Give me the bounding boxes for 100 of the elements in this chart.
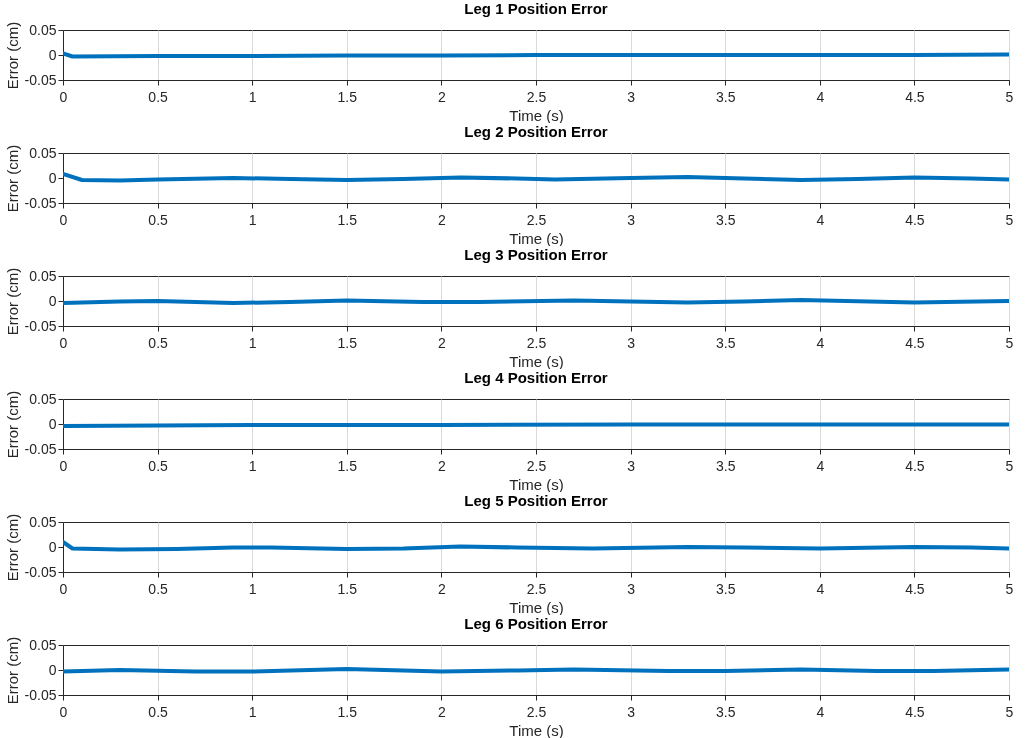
x-axis-title: Time (s) [509, 106, 564, 124]
x-axis-title: Time (s) [509, 352, 564, 370]
x-tick-label: 0 [59, 334, 68, 351]
y-tick-label: 0 [48, 46, 57, 63]
y-tick-label: -0.05 [24, 440, 57, 457]
x-axis-title: Time (s) [509, 721, 564, 738]
x-axis-title: Time (s) [509, 229, 564, 247]
line-series [63, 540, 1009, 552]
x-tick-label: 2.5 [526, 457, 547, 474]
y-tick-label: -0.05 [24, 194, 57, 211]
x-axis-title: Time (s) [509, 598, 564, 616]
y-axis-title: Error (cm) [3, 390, 21, 459]
x-tick-label: 2 [438, 703, 446, 720]
x-tick-label: 4 [816, 334, 825, 351]
chart-title: Leg 2 Position Error [464, 123, 608, 141]
x-tick-label: 1.5 [337, 334, 358, 351]
x-tick-label: 1.5 [337, 703, 358, 720]
x-tick-label: 1 [248, 457, 257, 474]
x-tick-label: 4.5 [905, 703, 925, 720]
y-tick-label: 0.05 [29, 144, 57, 161]
x-tick-label: 0.5 [148, 457, 169, 474]
x-tick-label: 2.5 [526, 211, 547, 228]
x-tick-label: 2.5 [526, 580, 547, 597]
x-tick-label: 2.5 [526, 703, 547, 720]
x-tick-label: 0 [59, 88, 68, 105]
x-tick-label: 1 [248, 334, 257, 351]
y-axis-title: Error (cm) [3, 636, 21, 705]
x-tick-label: 4.5 [905, 211, 925, 228]
y-tick-label: 0.05 [29, 636, 57, 653]
x-tick-label: 3.5 [715, 88, 736, 105]
chart-title: Leg 6 Position Error [464, 615, 608, 633]
y-tick-label: -0.05 [24, 686, 57, 703]
x-tick-label: 4.5 [905, 334, 925, 351]
x-tick-label: 3.5 [715, 457, 736, 474]
x-tick-label: 3 [627, 88, 636, 105]
x-tick-label: 2 [438, 334, 446, 351]
x-tick-label: 0 [59, 211, 68, 228]
x-axis-title: Time (s) [509, 475, 564, 493]
x-tick-label: 0.5 [148, 580, 169, 597]
chart-title: Leg 1 Position Error [464, 0, 608, 18]
x-tick-label: 1.5 [337, 211, 358, 228]
y-axis-title: Error (cm) [3, 144, 21, 213]
x-tick-label: 3.5 [715, 703, 736, 720]
x-tick-label: 0.5 [148, 88, 169, 105]
x-tick-label: 1.5 [337, 580, 358, 597]
x-tick-label: 3 [627, 334, 636, 351]
line-series [63, 172, 1009, 183]
x-tick-label: 4 [816, 88, 825, 105]
x-tick-label: 3 [627, 703, 636, 720]
y-tick-label: 0.05 [29, 21, 57, 38]
x-tick-label: 3 [627, 211, 636, 228]
x-tick-label: 4 [816, 703, 825, 720]
x-tick-label: 3.5 [715, 211, 736, 228]
x-tick-label: 0 [59, 580, 68, 597]
x-tick-label: 4.5 [905, 457, 925, 474]
y-tick-label: -0.05 [24, 317, 57, 334]
x-tick-label: 1 [248, 580, 257, 597]
x-tick-label: 2.5 [526, 334, 547, 351]
x-tick-label: 1 [248, 88, 257, 105]
x-tick-label: 3.5 [715, 580, 736, 597]
y-tick-label: -0.05 [24, 71, 57, 88]
chart-title: Leg 5 Position Error [464, 492, 608, 510]
x-tick-label: 1 [248, 211, 257, 228]
y-tick-label: 0 [48, 415, 57, 432]
x-tick-label: 0.5 [148, 211, 169, 228]
x-tick-label: 3 [627, 457, 636, 474]
x-tick-label: 4 [816, 211, 825, 228]
chart-title: Leg 3 Position Error [464, 246, 608, 264]
x-tick-label: 2 [438, 580, 446, 597]
x-tick-label: 0 [59, 457, 68, 474]
chart-title: Leg 4 Position Error [464, 369, 608, 387]
y-axis-title: Error (cm) [3, 21, 21, 90]
y-axis-title: Error (cm) [3, 513, 21, 582]
x-tick-label: 4 [816, 457, 825, 474]
y-tick-label: 0.05 [29, 390, 57, 407]
x-tick-label: 2 [438, 211, 446, 228]
y-tick-label: 0 [48, 538, 57, 555]
x-tick-label: 5 [1005, 457, 1014, 474]
y-tick-label: -0.05 [24, 563, 57, 580]
x-tick-label: 5 [1005, 211, 1014, 228]
x-tick-label: 2 [438, 457, 446, 474]
x-tick-label: 4 [816, 580, 825, 597]
y-tick-label: 0 [48, 661, 57, 678]
x-tick-label: 2 [438, 88, 446, 105]
x-tick-label: 4.5 [905, 580, 925, 597]
x-tick-label: 0.5 [148, 703, 169, 720]
x-tick-label: 2.5 [526, 88, 547, 105]
y-tick-label: 0 [48, 169, 57, 186]
x-tick-label: 5 [1005, 334, 1014, 351]
x-tick-label: 1.5 [337, 88, 358, 105]
x-tick-label: 5 [1005, 703, 1014, 720]
y-tick-label: 0 [48, 292, 57, 309]
x-tick-label: 3 [627, 580, 636, 597]
x-tick-label: 4.5 [905, 88, 925, 105]
x-tick-label: 1.5 [337, 457, 358, 474]
x-tick-label: 1 [248, 703, 257, 720]
y-axis-title: Error (cm) [3, 267, 21, 336]
x-tick-label: 0 [59, 703, 68, 720]
y-tick-label: 0.05 [29, 267, 57, 284]
y-tick-label: 0.05 [29, 513, 57, 530]
